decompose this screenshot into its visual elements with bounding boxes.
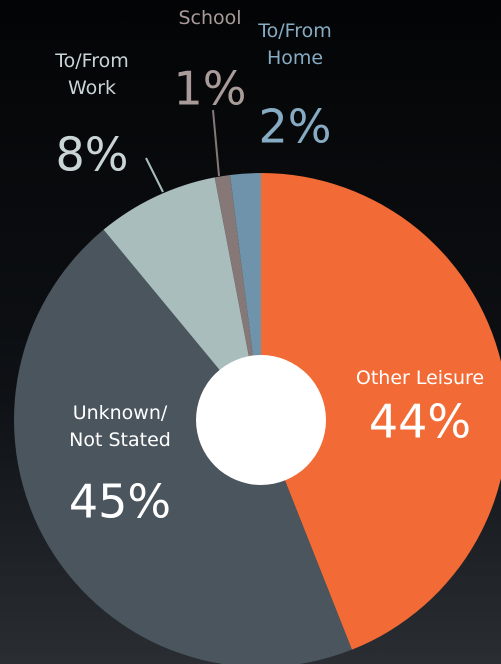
category-label: Other Leisure — [356, 367, 484, 389]
pie — [14, 173, 501, 664]
pie-slice — [103, 177, 261, 420]
leader-line — [212, 109, 220, 177]
value-label: 2% — [259, 100, 332, 154]
category-label: To/From Work — [54, 50, 128, 99]
leader-line — [145, 157, 164, 193]
value-label: 1% — [174, 62, 247, 116]
pie-slice — [14, 229, 352, 664]
category-label: To/From Home — [257, 20, 331, 69]
value-label: 44% — [369, 395, 471, 449]
pie-slice — [261, 173, 501, 650]
donut-hole — [196, 355, 326, 485]
category-label: To/FromSchool — [172, 0, 246, 29]
category-label: Unknown/Not Stated — [69, 402, 171, 451]
value-label: 8% — [56, 128, 129, 182]
value-label: 45% — [69, 475, 171, 529]
